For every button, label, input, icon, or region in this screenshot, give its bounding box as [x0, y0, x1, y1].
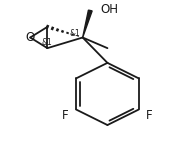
Text: &1: &1: [42, 38, 52, 47]
Text: F: F: [62, 109, 69, 122]
Polygon shape: [83, 10, 92, 37]
Text: F: F: [146, 109, 153, 122]
Text: &1: &1: [69, 29, 80, 38]
Text: OH: OH: [101, 3, 119, 16]
Text: O: O: [26, 31, 35, 44]
